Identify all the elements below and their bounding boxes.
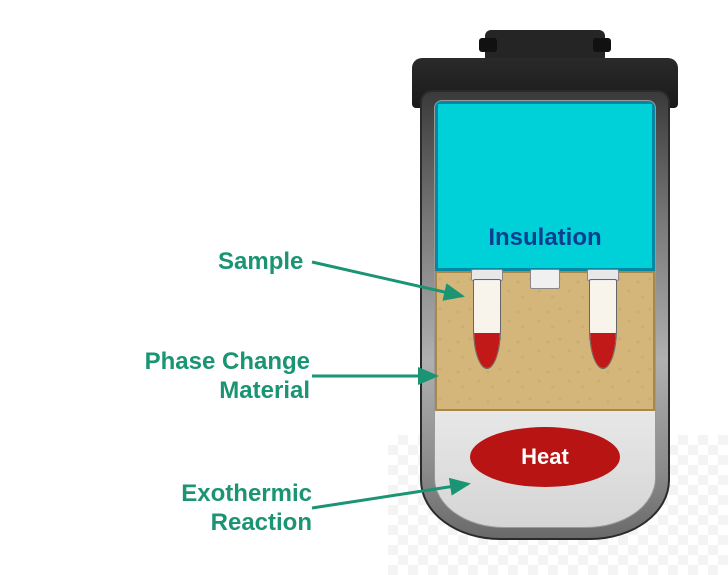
tube-body [589, 279, 617, 369]
sample-tube-left [469, 269, 505, 369]
sample-fluid [474, 333, 500, 368]
label-sample: Sample [218, 248, 303, 277]
insulation-block: Insulation [435, 101, 655, 271]
insulation-label: Insulation [438, 224, 652, 252]
device: Insulation Heat [420, 30, 670, 540]
sample-fluid [590, 333, 616, 368]
label-exothermic: Exothermic Reaction [152, 480, 312, 538]
label-pcm: Phase Change Material [140, 348, 310, 406]
tube-holder [530, 269, 560, 289]
heat-label: Heat [521, 444, 569, 470]
device-body-inner: Insulation Heat [434, 100, 656, 528]
diagram-container: Insulation Heat Sample Phase Chang [0, 0, 728, 575]
tube-body [473, 279, 501, 369]
device-top-clip [485, 30, 605, 60]
pcm-block [435, 271, 655, 411]
heat-ellipse: Heat [470, 427, 620, 487]
sample-tube-right [585, 269, 621, 369]
